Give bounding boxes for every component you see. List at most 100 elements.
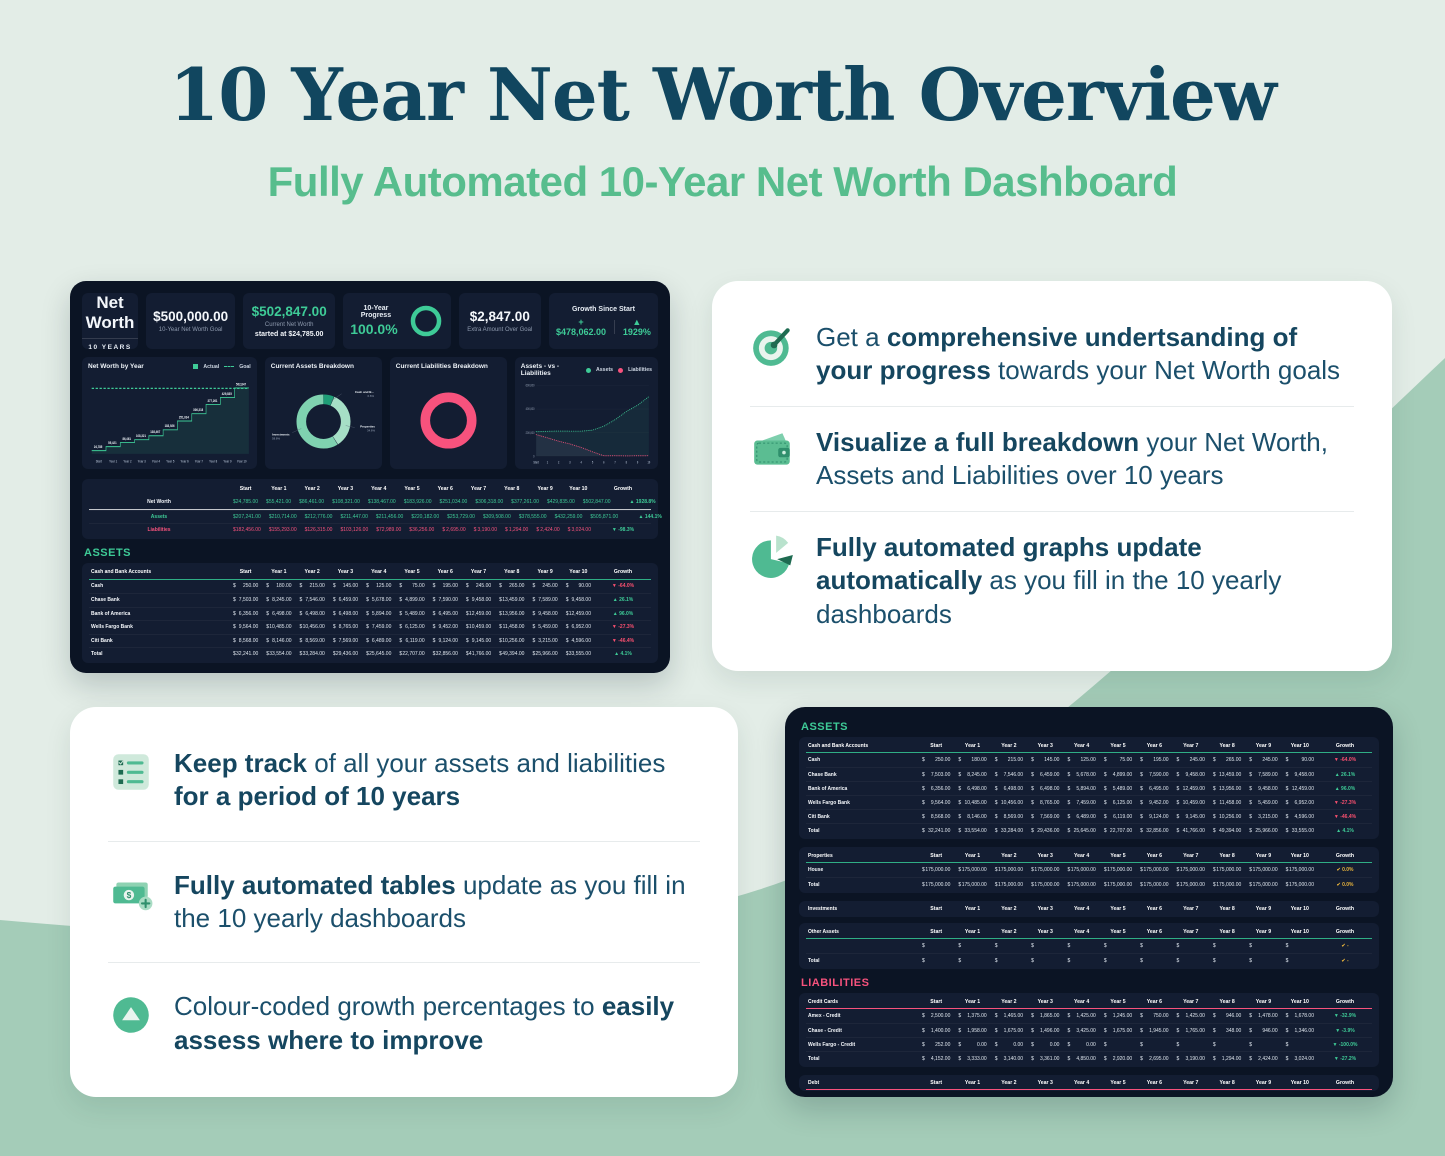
svg-text:183,926: 183,926	[165, 424, 175, 429]
feature-text: Fully automated tables update as you fil…	[174, 869, 686, 933]
svg-text:200,000: 200,000	[525, 430, 534, 435]
svg-text:502,847: 502,847	[236, 382, 246, 387]
svg-text:58.8%: 58.8%	[272, 437, 280, 441]
table-row: Chase Bank $7,503.00 $8,245.00 $7,546.00 $6,…	[806, 767, 1372, 781]
table-row: Wells Fargo Bank $9,564.00 $10,485.00 $10,4…	[89, 620, 651, 634]
table-row: Assets $207,241.00 $210,714.00 $212,776.00 $…	[89, 509, 662, 524]
legend-actual-label: Actual	[203, 363, 220, 370]
svg-text:24,785: 24,785	[94, 445, 103, 450]
features-card-right: Get a comprehensive undertsanding of you…	[712, 281, 1392, 671]
svg-text:Year 2: Year 2	[123, 459, 131, 464]
feature-colour-coded: Colour-coded growth percentages to easil…	[108, 980, 700, 1067]
svg-text:Investments: Investments	[272, 433, 290, 437]
svg-text:138,467: 138,467	[150, 430, 160, 435]
feature-text: Keep track of all your assets and liabil…	[174, 748, 666, 812]
svg-text:Year 8: Year 8	[209, 459, 217, 464]
svg-text:Year 6: Year 6	[181, 459, 189, 464]
kpi-growth-percent: ▲ 1929%	[622, 316, 651, 337]
svg-text:108,321: 108,321	[136, 434, 146, 439]
net-worth-dashboard: Net Worth 10 YEARS $500,000.00 10-Year N…	[70, 281, 670, 673]
svg-text:55,421: 55,421	[108, 441, 117, 446]
table-row: Wells Fargo Bank $9,564.00 $10,485.00 $10,4…	[806, 795, 1372, 809]
kpi-growth-title: Growth Since Start	[571, 305, 635, 313]
table-row: Net Worth $24,785.00 $55,421.00 $86,461.00 $…	[89, 496, 656, 510]
kpi-progress-label: 10-Year Progress	[360, 305, 392, 319]
kpi-years-badge: 10 YEARS	[82, 338, 139, 356]
svg-text:377,261: 377,261	[207, 398, 217, 403]
svg-text:Year 10: Year 10	[237, 459, 247, 464]
legend-assets-swatch	[586, 367, 592, 373]
net-worth-by-year-panel: Net Worth by Year Actual Goal 24,785 Star…	[82, 357, 257, 469]
other-assets-table: Other Assets Start Year 1 Year 2 Year 3 Year …	[799, 923, 1379, 969]
kpi-progress-value: 100.0%	[350, 321, 398, 337]
assets-section-title: ASSETS	[801, 721, 849, 733]
table-row: Total $ $ $ $ $ $ $ $ $ $ $ ✔ -	[806, 953, 1372, 967]
svg-text:10: 10	[647, 460, 650, 465]
legend-liabilities-swatch	[618, 367, 624, 373]
table-row: Cash $250.00 $180.00 $215.00 $145.00 $125.00 $…	[91, 583, 635, 590]
money-icon: $	[113, 882, 153, 910]
table-header-row: Investments Start Year 1 Year 2 Year 3 Year 4…	[808, 906, 1355, 912]
feature-text: Fully automated graphs update automatica…	[816, 532, 1282, 629]
divider	[108, 962, 700, 964]
table-row: Total $175,000.00 $175,000.00 $175,000.00 $1…	[806, 877, 1372, 891]
target-icon	[753, 328, 790, 366]
growth-arrow-icon	[113, 997, 149, 1034]
feature-progress: Get a comprehensive undertsanding of you…	[750, 311, 1354, 398]
chart-legend: Assets Liabilities	[586, 367, 652, 373]
svg-text:2: 2	[558, 460, 560, 465]
divider	[750, 406, 1354, 408]
svg-text:6.6%: 6.6%	[367, 394, 374, 398]
svg-text:Start: Start	[533, 460, 539, 465]
svg-text:251,034: 251,034	[179, 415, 189, 420]
table-row: $ $ $ $ $ $ $ $ $ $ $ ✔ -	[922, 943, 1349, 949]
svg-text:6: 6	[603, 460, 605, 465]
net-worth-summary-table: Start Year 1 Year 2 Year 3 Year 4 Year 5 Year …	[82, 479, 662, 539]
table-row: Chase - Credit $1,400.00 $1,958.00 $1,675.0…	[806, 1023, 1372, 1037]
table-row: Liabilities $182,456.00 $155,293.00 $126,31…	[89, 523, 651, 537]
svg-text:1: 1	[546, 460, 548, 465]
feature-text: Colour-coded growth percentages to easil…	[174, 991, 675, 1055]
chart-title: Current Assets Breakdown	[270, 363, 354, 370]
assets-section-title: ASSETS	[84, 546, 132, 559]
chart-title: Current Liabilities Breakdown	[395, 363, 488, 370]
legend-liabilities-label: Liabilities	[628, 367, 652, 373]
kpi-net-worth-title: Net Worth	[85, 293, 135, 332]
chart-title: Assets - vs - Liabilities	[520, 363, 560, 377]
kpi-extra-label: Extra Amount Over Goal	[467, 327, 533, 333]
kpi-net-worth: Net Worth 10 YEARS	[82, 293, 139, 351]
kpi-extra-value: $2,847.00	[469, 309, 530, 324]
kpi-current-value: $502,847.00	[251, 304, 327, 319]
svg-text:600,000: 600,000	[525, 383, 534, 388]
table-row: Bank of America $6,356.00 $6,498.00 $6,498.…	[89, 606, 651, 621]
svg-text:9: 9	[637, 460, 639, 465]
chart-legend: Actual Goal	[193, 363, 251, 370]
net-worth-step-chart: 24,785 Start 55,421 Year 1 86,461 Year 2 108,3…	[91, 382, 249, 464]
legend-goal-swatch	[224, 366, 235, 367]
kpi-goal-label: 10-Year Net Worth Goal	[158, 327, 223, 333]
svg-text:7: 7	[614, 460, 616, 465]
table-row: Bank of America $6,356.00 $6,498.00 $6,498.…	[806, 781, 1372, 795]
svg-text:306,318: 306,318	[193, 408, 203, 413]
kpi-goal-value: $500,000.00	[153, 309, 229, 324]
wallet-icon	[754, 433, 790, 465]
features-card-left: Keep track of all your assets and liabil…	[70, 707, 738, 1097]
svg-text:Cash and B...: Cash and B...	[355, 390, 374, 394]
pie-chart-icon	[752, 535, 793, 579]
svg-text:Year 1: Year 1	[109, 459, 117, 464]
svg-text:$: $	[127, 890, 132, 900]
table-header-row: Start Year 1 Year 2 Year 3 Year 4 Year 5 Year …	[239, 485, 633, 492]
table-row: House $175,000.00 $175,000.00 $175,000.00 $1…	[808, 867, 1354, 873]
chart-title: Net Worth by Year	[88, 363, 144, 370]
table-row: Citi Bank $8,568.00 $8,146.00 $8,569.00 $7,5…	[89, 633, 651, 648]
legend-actual-swatch	[193, 364, 199, 369]
kpi-progress: 10-Year Progress 100.0%	[343, 293, 451, 349]
